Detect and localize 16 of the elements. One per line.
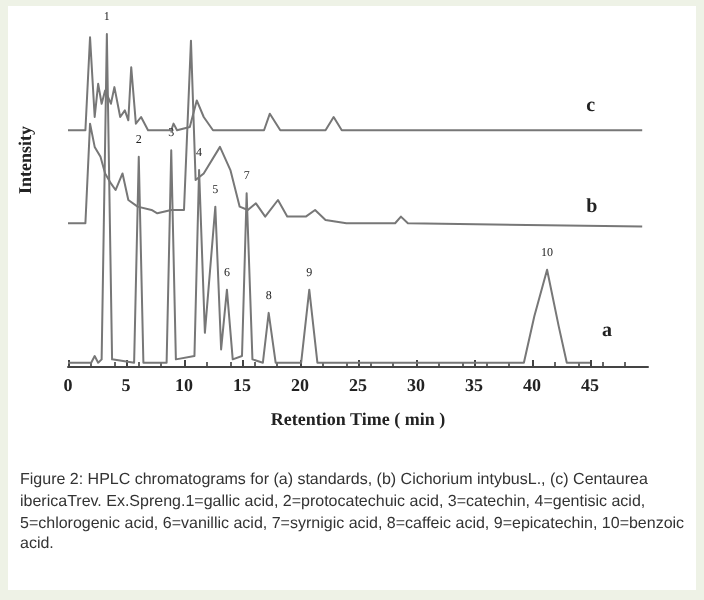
series-label: a — [602, 319, 612, 342]
x-tick-label: 15 — [233, 375, 252, 395]
x-tick-label: 10 — [175, 375, 194, 395]
x-tick-label: 40 — [523, 375, 542, 395]
series-label: c — [586, 95, 597, 118]
x-tick-label: 20 — [291, 375, 310, 395]
y-axis-title: Intensity — [15, 125, 35, 195]
series-label: b — [586, 195, 599, 218]
caption: Figure 2: HPLC chromatograms for (a) standards, (b) Cichorium intybusL., (c) Centaurea ibericaTrev. Ex.Spreng.1=gallic acid, 2=protocatechuic acid, 3=catechin, 4=gentisic acid, 5=chlorogenic acid, 6=vanillic acid, 7=syrnigic acid, 8=caffeic acid, 9=epicatechin, 10=benzoic acid. — [20, 470, 687, 557]
x-tick-label: 5 — [121, 375, 132, 395]
x-tick-label: 25 — [349, 375, 368, 395]
x-tick-label: 30 — [407, 375, 426, 395]
x-tick-label: 45 — [581, 375, 600, 395]
x-axis-title: Retention Time ( min ) — [270, 409, 446, 429]
x-tick-label: 0 — [63, 375, 74, 395]
x-tick-label: 35 — [465, 375, 484, 395]
